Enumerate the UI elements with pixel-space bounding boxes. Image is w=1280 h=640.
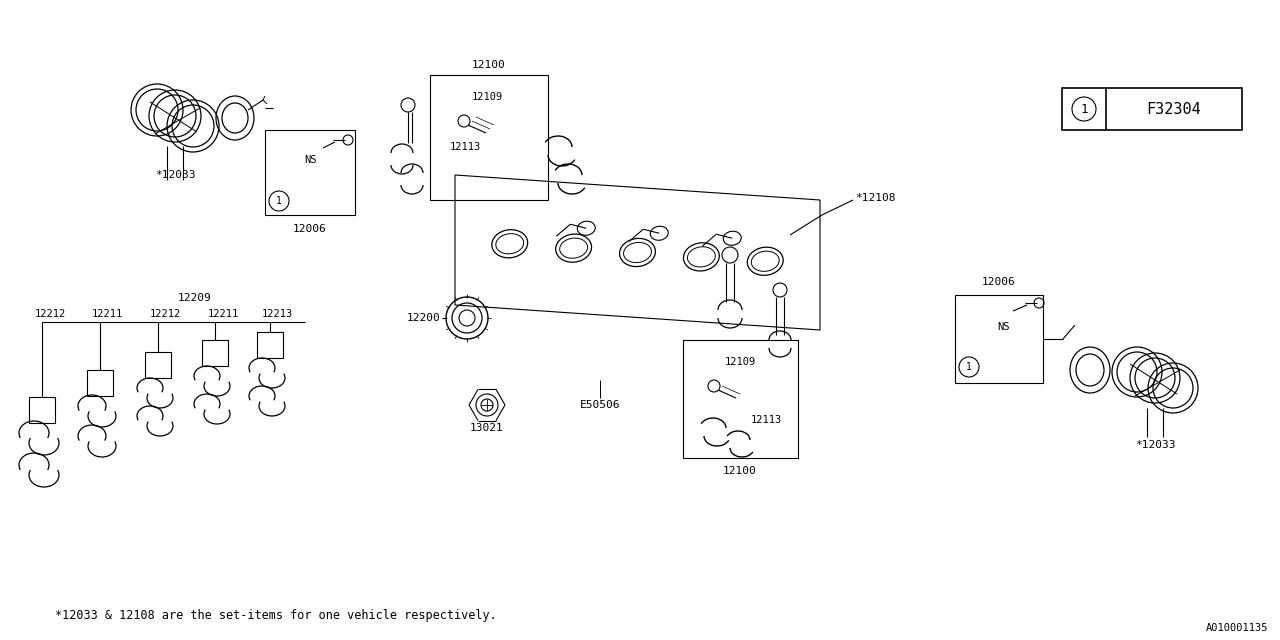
Bar (955, 295, 1043, 383)
Text: 12209: 12209 (178, 293, 212, 303)
Text: 13021: 13021 (470, 423, 504, 433)
Text: 12100: 12100 (723, 466, 756, 476)
Text: 1: 1 (966, 362, 972, 372)
Bar (29, 397, 55, 423)
Text: 1: 1 (1080, 102, 1088, 115)
Bar (87, 370, 113, 396)
Text: 12006: 12006 (982, 277, 1016, 287)
Text: *12108: *12108 (855, 193, 896, 203)
Text: E50506: E50506 (580, 400, 621, 410)
Text: 12109: 12109 (724, 357, 756, 367)
Text: *12033: *12033 (155, 170, 196, 180)
Text: 12213: 12213 (262, 309, 293, 319)
Text: 12113: 12113 (751, 415, 782, 425)
Text: 12212: 12212 (35, 309, 67, 319)
Text: 12211: 12211 (209, 309, 239, 319)
Text: 12113: 12113 (451, 142, 481, 152)
Bar (1062, 88, 1242, 130)
Text: *12033 & 12108 are the set-items for one vehicle respectively.: *12033 & 12108 are the set-items for one… (55, 609, 497, 621)
Bar (202, 340, 228, 366)
Text: 12006: 12006 (293, 224, 326, 234)
Text: 12211: 12211 (92, 309, 123, 319)
Text: 12100: 12100 (472, 60, 506, 70)
Circle shape (959, 357, 979, 377)
Text: NS: NS (997, 322, 1009, 332)
Circle shape (1073, 97, 1096, 121)
Bar (684, 340, 797, 458)
Text: 12109: 12109 (472, 92, 503, 102)
Text: NS: NS (303, 155, 316, 165)
Text: A010001135: A010001135 (1206, 623, 1268, 633)
Bar (265, 130, 355, 215)
Bar (145, 352, 172, 378)
Text: 12212: 12212 (150, 309, 182, 319)
Bar (257, 332, 283, 358)
Bar (430, 75, 548, 200)
Text: *12033: *12033 (1135, 440, 1175, 450)
Circle shape (269, 191, 289, 211)
Text: 1: 1 (276, 196, 282, 206)
Text: 12200: 12200 (406, 313, 440, 323)
Text: F32304: F32304 (1147, 102, 1202, 116)
